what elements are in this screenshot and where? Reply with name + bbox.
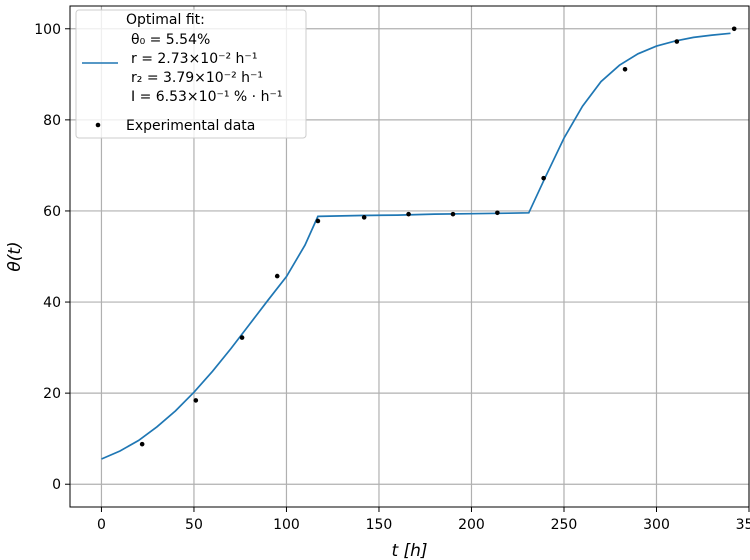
x-tick-label: 0 — [97, 517, 106, 533]
data-point — [315, 218, 321, 224]
legend-fit-parameter: r = 2.73×10⁻² h⁻¹ — [131, 51, 257, 67]
x-tick-label: 300 — [643, 517, 670, 533]
data-point — [274, 273, 280, 279]
x-tick-label: 250 — [551, 517, 578, 533]
data-point — [541, 175, 546, 181]
x-tick-label: 50 — [185, 517, 203, 533]
legend-box — [75, 9, 307, 139]
y-tick-label: 40 — [43, 295, 61, 311]
experimental-data-layer — [139, 26, 737, 447]
y-tick-label: 100 — [34, 22, 61, 38]
x-tick-label: 150 — [366, 517, 393, 533]
legend-data-label: Experimental data — [126, 118, 255, 134]
y-tick-label: 60 — [43, 204, 61, 220]
data-point — [239, 335, 245, 340]
data-point — [406, 211, 411, 217]
y-tick-label: 0 — [52, 477, 61, 493]
data-point — [193, 398, 199, 403]
data-point — [361, 215, 367, 220]
axis-ticks: 0 50 100 150 200 250 300 350 0 20 40 60 80 100 — [34, 22, 750, 533]
legend: Optimal fit: θ₀ = 5.54% r = 2.73×10⁻² h⁻¹… — [75, 9, 307, 139]
data-point — [731, 26, 737, 32]
fit-curve — [101, 32, 731, 460]
legend-fit-parameter: θ₀ = 5.54% — [131, 32, 210, 48]
legend-data-swatch — [95, 122, 101, 128]
y-axis-label: θ(t) — [5, 241, 25, 271]
legend-fit-title: Optimal fit: — [126, 12, 205, 28]
x-tick-label: 350 — [736, 517, 750, 533]
data-point — [450, 211, 456, 217]
x-tick-label: 100 — [273, 517, 300, 533]
legend-fit-parameter: I = 6.53×10⁻¹ % · h⁻¹ — [131, 89, 282, 105]
x-tick-label: 200 — [458, 517, 485, 533]
data-point — [495, 210, 500, 216]
legend-fit-parameters: θ₀ = 5.54% r = 2.73×10⁻² h⁻¹ r₂ = 3.79×10⁻… — [131, 32, 282, 105]
plot-area-frame — [69, 5, 750, 508]
legend-fit-parameter: r₂ = 3.79×10⁻² h⁻¹ — [131, 70, 263, 86]
fit-curve-layer — [101, 32, 731, 460]
data-point — [674, 39, 680, 44]
data-point — [622, 67, 628, 72]
y-tick-label: 20 — [43, 386, 61, 402]
y-tick-label: 80 — [43, 113, 61, 129]
x-axis-label: t [h] — [391, 541, 427, 560]
data-point — [139, 441, 145, 447]
